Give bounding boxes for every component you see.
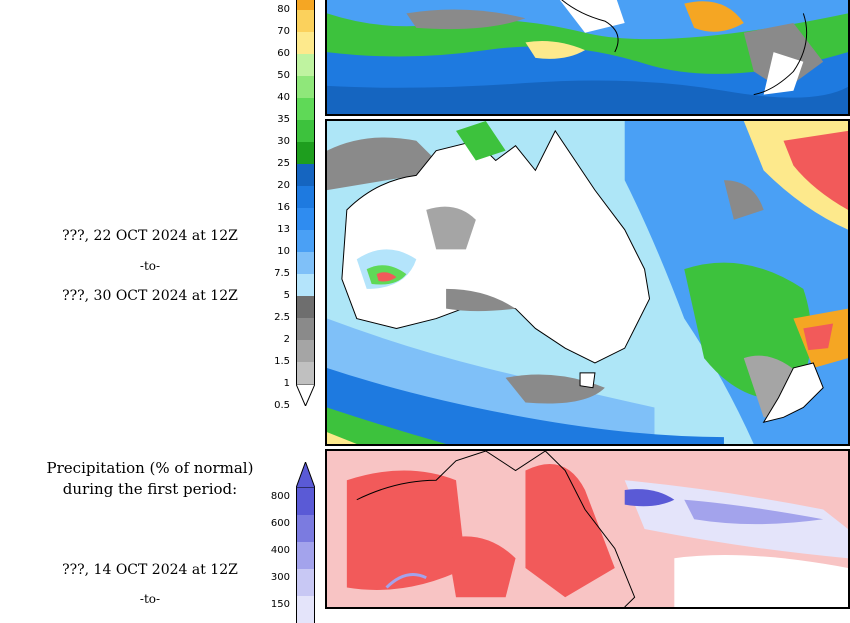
precip-tick-label: 16 xyxy=(277,202,290,213)
anomaly-color-segment xyxy=(296,542,315,569)
precip-tick-label: 60 xyxy=(277,48,290,59)
precip-color-segment xyxy=(296,164,315,186)
precip-color-segment xyxy=(296,274,315,296)
precip-tick-label: 50 xyxy=(277,70,290,81)
anomaly-tick-label: 800 xyxy=(270,491,290,502)
precip-color-segment xyxy=(295,383,316,408)
precip-tick-label: 40 xyxy=(277,92,290,103)
anomaly-heading-line1: Precipitation (% of normal) xyxy=(46,459,254,477)
anomaly-tick-label: 600 xyxy=(270,518,290,529)
anomaly-color-segment xyxy=(296,596,315,623)
period2-end: ???, 30 OCT 2024 at 12Z xyxy=(62,288,238,304)
period2-start: ???, 22 OCT 2024 at 12Z xyxy=(62,228,238,244)
precip-color-segment xyxy=(296,186,315,208)
period2-separator: -to- xyxy=(139,259,161,273)
precip-color-segment xyxy=(296,362,315,384)
anomaly-heading: Precipitation (% of normal) during the f… xyxy=(0,458,300,500)
anomaly-color-segment xyxy=(296,488,315,515)
precip-color-segment xyxy=(296,340,315,362)
precip-color-segment xyxy=(296,76,315,98)
precip-color-segment xyxy=(296,252,315,274)
precip-tick-label: 80 xyxy=(277,4,290,15)
precip-tick-label: 1 xyxy=(283,378,290,389)
precip-color-segment xyxy=(296,208,315,230)
anomaly-heading-line2: during the first period: xyxy=(62,480,238,498)
precip-color-segment xyxy=(296,318,315,340)
anomaly-color-segment xyxy=(296,515,315,542)
precip-tick-label: 13 xyxy=(277,224,290,235)
precip-color-segment xyxy=(296,120,315,142)
precip-tick-label: 35 xyxy=(277,114,290,125)
precip-color-segment xyxy=(296,98,315,120)
anomaly-tick-label: 400 xyxy=(270,545,290,556)
anomaly-tick-label: 150 xyxy=(270,599,290,610)
anomaly-max-arrow xyxy=(295,460,316,489)
anomaly-color-segment xyxy=(296,569,315,596)
precip-tick-label: 5 xyxy=(283,290,290,301)
precip-tick-label: 0.5 xyxy=(274,400,290,411)
anomaly-start: ???, 14 OCT 2024 at 12Z xyxy=(62,562,238,578)
precip-color-segment xyxy=(296,230,315,252)
anomaly-colorbar xyxy=(295,460,316,623)
precip-tick-label: 30 xyxy=(277,136,290,147)
precip-color-segment xyxy=(296,0,315,10)
anomaly-map xyxy=(325,449,850,609)
precip-color-segment xyxy=(296,296,315,318)
precip-tick-label: 25 xyxy=(277,158,290,169)
precip-tick-label: 1.5 xyxy=(274,356,290,367)
anomaly-tick-label: 300 xyxy=(270,572,290,583)
precip-tick-label: 2.5 xyxy=(274,312,290,323)
precip-color-segment xyxy=(296,142,315,164)
precip-map-period1 xyxy=(325,0,850,116)
precip-color-segment xyxy=(296,32,315,54)
precip-tick-label: 7.5 xyxy=(274,268,290,279)
precip-color-segment xyxy=(296,54,315,76)
precip-tick-label: 2 xyxy=(283,334,290,345)
precip-tick-label: 70 xyxy=(277,26,290,37)
precip-tick-label: 10 xyxy=(277,246,290,257)
precip-colorbar xyxy=(295,0,316,420)
precip-map-period2 xyxy=(325,119,850,446)
precip-tick-label: 20 xyxy=(277,180,290,191)
precip-color-segment xyxy=(296,10,315,32)
